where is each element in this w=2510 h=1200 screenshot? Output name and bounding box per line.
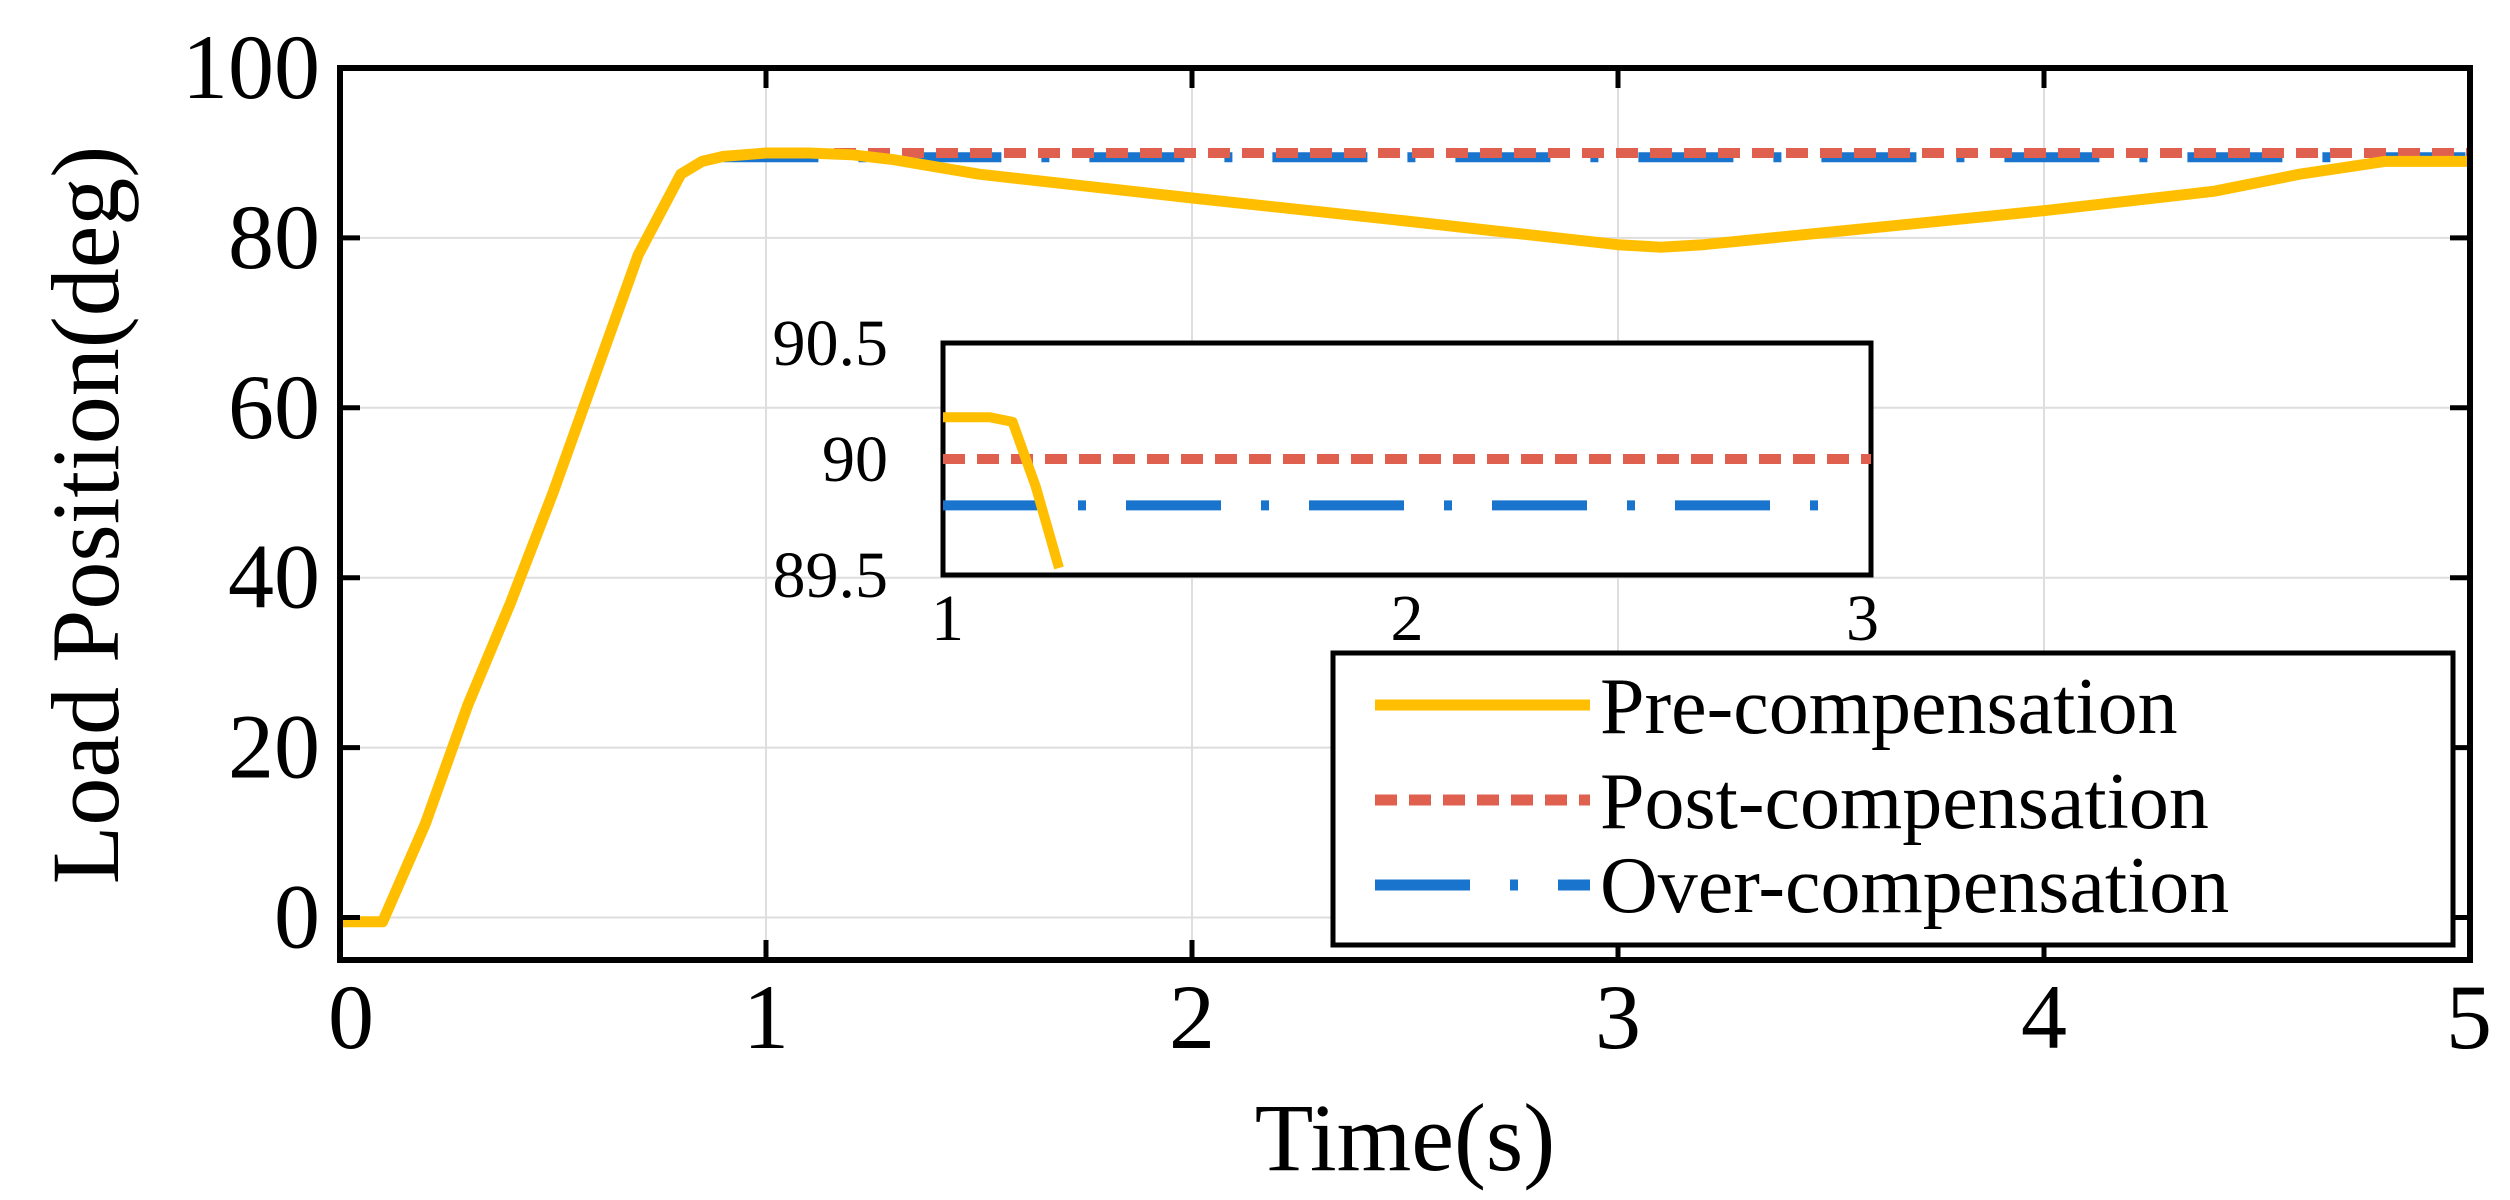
inset-series-line-pre-compensation	[943, 412, 1064, 570]
y-tick-label-100: 100	[182, 16, 320, 118]
x-tick-label-3: 3	[1595, 966, 1641, 1068]
x-tick-label-4: 4	[2021, 966, 2067, 1068]
y-axis-label: Load Position(deg)	[32, 146, 139, 885]
x-tick-label-1: 1	[743, 966, 789, 1068]
inset-x-tick-label-2: 2	[1391, 582, 1424, 655]
legend-label-pre-compensation: Pre-compensation	[1600, 663, 2178, 751]
inset-y-tick-label-90-5: 90.5	[773, 307, 889, 380]
x-tick-label-5: 5	[2446, 966, 2492, 1068]
legend-label-over-compensation: Over-compensation	[1600, 842, 2229, 930]
y-tick-label-80: 80	[228, 186, 320, 288]
y-tick-label-0: 0	[274, 866, 320, 968]
inset-plot: 1 2 3 89.5 90 90.5	[773, 307, 1880, 655]
x-tick-label-2: 2	[1169, 966, 1215, 1068]
inset-x-tick-label-3: 3	[1846, 582, 1879, 655]
series-line-pre-compensation	[340, 147, 2470, 928]
x-tick-label-0: 0	[328, 966, 374, 1068]
legend-label-post-compensation: Post-compensation	[1600, 758, 2209, 846]
inset-x-tick-label-1: 1	[931, 582, 964, 655]
y-tick-label-60: 60	[228, 356, 320, 458]
main-tick-labels: 0 1 2 3 4 5 0 20 40 60 80 100	[182, 16, 2492, 1068]
legend: Pre-compensation Post-compensation Over-…	[1330, 650, 2456, 948]
inset-y-tick-label-90: 90	[822, 423, 888, 496]
y-tick-label-20: 20	[228, 696, 320, 798]
y-tick-label-40: 40	[228, 526, 320, 628]
inset-y-tick-label-89-5: 89.5	[773, 539, 889, 612]
x-axis-label: Time(s)	[1255, 1084, 1556, 1191]
main-plot-frame	[337, 65, 2473, 963]
inset-tick-labels: 1 2 3 89.5 90 90.5	[773, 307, 1880, 655]
main-plot-lines	[340, 147, 2470, 928]
inset-plot-lines	[943, 412, 1871, 570]
